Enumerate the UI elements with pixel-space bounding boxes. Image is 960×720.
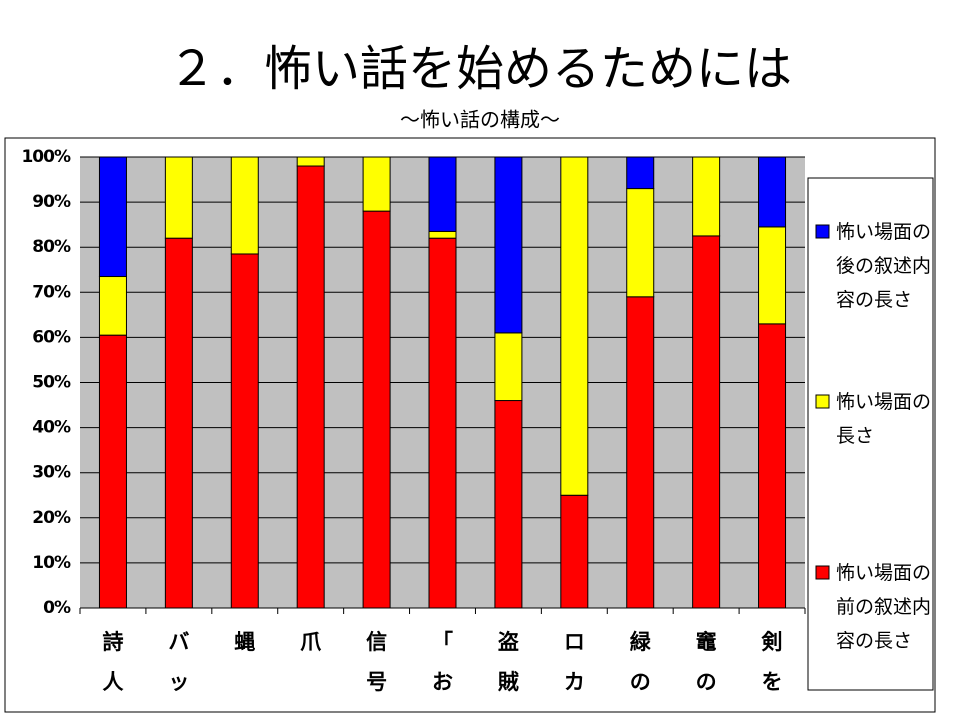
y-tick-label: 70% xyxy=(32,282,71,302)
bar-segment xyxy=(560,156,589,496)
bar-segment xyxy=(98,334,127,609)
legend-swatch xyxy=(815,394,830,409)
bar-segment xyxy=(494,400,523,609)
x-tick-label: 竈の xyxy=(696,630,717,694)
legend-label: 怖い場面の長さ xyxy=(836,391,931,447)
chart-subtitle: ～怖い話の構成～ xyxy=(400,108,560,132)
bar-segment xyxy=(626,188,655,298)
bar-segment xyxy=(428,156,457,232)
bar-segment xyxy=(758,323,787,609)
y-tick-label: 40% xyxy=(32,418,71,438)
bar-segment xyxy=(296,165,325,609)
y-tick-label: 90% xyxy=(32,192,71,212)
bar-segment xyxy=(692,235,721,609)
x-tick-label: 詩人 xyxy=(102,630,123,694)
y-tick-label: 0% xyxy=(43,598,71,618)
x-tick-label: 剣を xyxy=(761,630,783,694)
chart-title: ２．怖い話を始めるためには xyxy=(168,41,792,97)
bar-segment xyxy=(494,156,523,334)
y-tick-label: 80% xyxy=(32,237,71,257)
y-tick-label: 30% xyxy=(32,463,71,483)
bar-segment xyxy=(362,156,391,212)
legend-swatch xyxy=(815,565,830,580)
y-tick-label: 10% xyxy=(32,553,71,573)
y-tick-label: 100% xyxy=(21,147,70,167)
y-tick-label: 50% xyxy=(32,373,71,393)
y-tick-label: 60% xyxy=(32,327,71,347)
bar-segment xyxy=(98,156,127,278)
x-tick-label: ロカ xyxy=(564,630,585,694)
bar-segment xyxy=(164,237,193,609)
bar-segment xyxy=(428,230,457,239)
x-tick-label: 盗賊 xyxy=(498,630,519,694)
x-tick-label: 緑の xyxy=(630,630,652,694)
bar-segment xyxy=(296,156,325,167)
y-tick-label: 20% xyxy=(32,508,71,528)
bar-segment xyxy=(758,226,787,325)
legend-label: 怖い場面の前の叙述内容の長さ xyxy=(836,562,931,652)
bar-segment xyxy=(164,156,193,239)
bar-segment xyxy=(98,276,127,336)
legend-label: 怖い場面の後の叙述内容の長さ xyxy=(836,221,931,311)
x-tick-label: 爪 xyxy=(300,630,322,654)
legend-swatch xyxy=(815,224,830,239)
bar-segment xyxy=(494,332,523,402)
bar-segment xyxy=(626,156,655,190)
bar-segment xyxy=(626,296,655,609)
bar-segment xyxy=(230,156,259,255)
bar-segment xyxy=(692,156,721,237)
legend-box xyxy=(807,177,934,691)
bar-segment xyxy=(560,494,589,609)
x-tick-label: 「お xyxy=(432,630,453,694)
bar-segment xyxy=(362,210,391,609)
bar-segment xyxy=(428,237,457,609)
x-tick-label: 信号 xyxy=(366,630,387,694)
x-tick-label: 蝿 xyxy=(234,630,255,654)
bar-segment xyxy=(758,156,787,228)
x-tick-label: バッ xyxy=(168,630,189,694)
bar-segment xyxy=(230,253,259,609)
